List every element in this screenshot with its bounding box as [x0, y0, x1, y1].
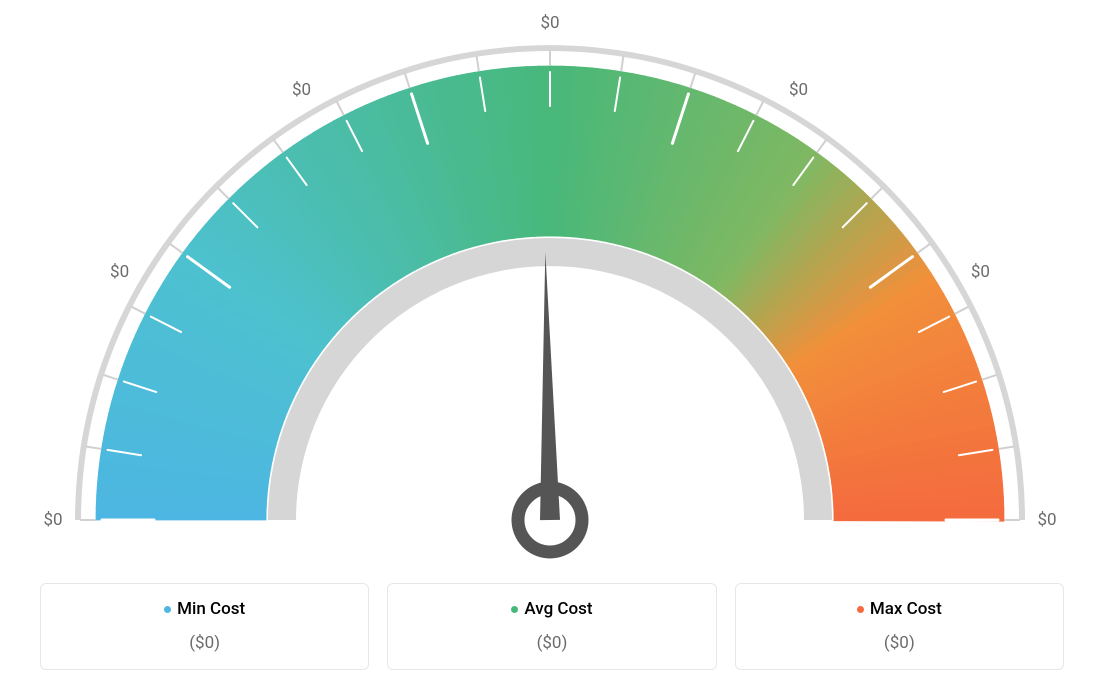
- scale-label: $0: [789, 80, 808, 100]
- legend-min-value: ($0): [53, 633, 356, 653]
- scale-label: $0: [1037, 510, 1056, 530]
- legend-max: Max Cost ($0): [735, 583, 1064, 671]
- legend-min: Min Cost ($0): [40, 583, 369, 671]
- legend-avg-title: Avg Cost: [511, 599, 592, 619]
- scale-label: $0: [971, 262, 990, 282]
- gauge-svg: [0, 0, 1104, 560]
- scale-label: $0: [292, 80, 311, 100]
- scale-label: $0: [110, 262, 129, 282]
- legend-min-title: Min Cost: [164, 599, 245, 619]
- legend-min-label: Min Cost: [177, 599, 245, 619]
- legend-avg-label: Avg Cost: [524, 599, 592, 619]
- legend-max-title: Max Cost: [857, 599, 942, 619]
- dot-icon: [511, 606, 518, 613]
- gauge-area: $0 $0 $0 $0 $0 $0 $0: [0, 0, 1104, 560]
- legend-max-value: ($0): [748, 633, 1051, 653]
- scale-label: $0: [43, 510, 62, 530]
- legend-max-label: Max Cost: [870, 599, 942, 619]
- legend-avg: Avg Cost ($0): [387, 583, 716, 671]
- dot-icon: [164, 606, 171, 613]
- scale-label: $0: [540, 13, 559, 33]
- dot-icon: [857, 606, 864, 613]
- legend-avg-value: ($0): [400, 633, 703, 653]
- legend-row: Min Cost ($0) Avg Cost ($0) Max Cost ($0…: [40, 583, 1064, 671]
- cost-gauge-chart: $0 $0 $0 $0 $0 $0 $0 Min Cost ($0) Avg Cost ($…: [0, 0, 1104, 690]
